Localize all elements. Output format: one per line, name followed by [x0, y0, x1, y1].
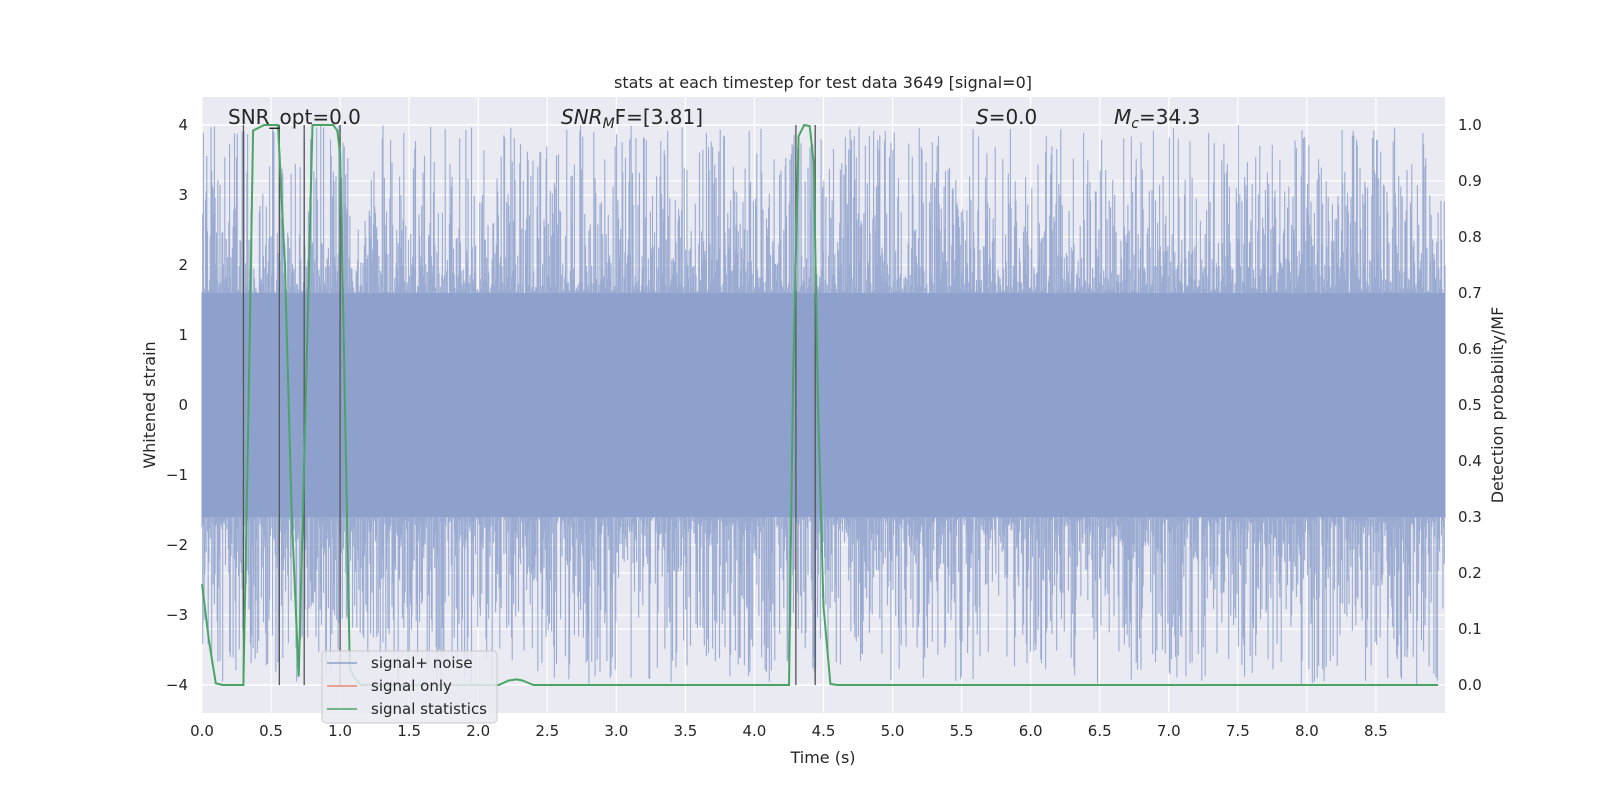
x-tick-label: 3.5	[673, 722, 697, 740]
y-right-tick-label: 0.3	[1458, 508, 1482, 526]
y-right-tick-label: 0.2	[1458, 564, 1482, 582]
y-right-tick-label: 0.0	[1458, 676, 1482, 694]
x-tick-label: 1.5	[397, 722, 421, 740]
x-tick-label: 7.5	[1226, 722, 1250, 740]
y-left-tick-label: 0	[178, 396, 188, 414]
annotation-snr-mf: SNRMF=[3.81]	[561, 105, 703, 132]
legend-label-signal-statistics: signal statistics	[371, 700, 487, 718]
y-left-tick-label: −4	[166, 676, 188, 694]
y-left-tick-labels: −4 −3 −2 −1 0 1 2 3 4	[166, 116, 188, 694]
annotation-snr-opt: SNR_opt=0.0	[228, 105, 361, 129]
legend-label-signal-only: signal only	[371, 677, 452, 695]
y-left-tick-label: 3	[178, 186, 188, 204]
x-tick-label: 7.0	[1157, 722, 1181, 740]
x-tick-label: 1.0	[328, 722, 352, 740]
y-right-tick-labels: 0.0 0.1 0.2 0.3 0.4 0.5 0.6 0.7 0.8 0.9 1.0	[1458, 116, 1482, 694]
y-left-tick-label: −3	[166, 606, 188, 624]
x-tick-labels: 0.0 0.5 1.0 1.5 2.0 2.5 3.0 3.5 4.0 4.5 5.0 5.5 6.0 6…	[190, 722, 1388, 740]
x-tick-label: 6.5	[1088, 722, 1112, 740]
y-left-tick-label: −2	[166, 536, 188, 554]
y-right-tick-label: 1.0	[1458, 116, 1482, 134]
noise-core-band	[202, 293, 1445, 517]
y-right-tick-label: 0.6	[1458, 340, 1482, 358]
x-tick-label: 4.5	[812, 722, 836, 740]
annotation-mc: Mc=34.3	[1114, 105, 1200, 132]
chart-title: stats at each timestep for test data 364…	[614, 73, 1032, 92]
x-tick-label: 6.0	[1019, 722, 1043, 740]
series-signal-noise	[201, 125, 1446, 685]
x-axis-label: Time (s)	[789, 748, 855, 767]
y-right-tick-label: 0.9	[1458, 172, 1482, 190]
y-left-axis-label: Whitened strain	[140, 341, 159, 468]
x-tick-label: 5.0	[881, 722, 905, 740]
x-tick-label: 3.0	[604, 722, 628, 740]
y-right-tick-label: 0.4	[1458, 452, 1482, 470]
annotation-s: S=0.0	[976, 105, 1037, 129]
x-tick-label: 4.0	[743, 722, 767, 740]
x-tick-label: 0.5	[259, 722, 283, 740]
y-right-tick-label: 0.7	[1458, 284, 1482, 302]
legend-label-signal-noise: signal+ noise	[371, 654, 473, 672]
y-right-tick-label: 0.5	[1458, 396, 1482, 414]
x-tick-label: 2.5	[535, 722, 559, 740]
legend-box	[321, 650, 498, 724]
y-right-tick-label: 0.8	[1458, 228, 1482, 246]
x-tick-label: 8.0	[1295, 722, 1319, 740]
x-tick-label: 5.5	[950, 722, 974, 740]
y-left-tick-label: 4	[178, 116, 188, 134]
x-tick-label: 0.0	[190, 722, 214, 740]
y-left-tick-label: −1	[166, 466, 188, 484]
legend: signal+ noise signal only signal statist…	[321, 650, 498, 724]
y-right-tick-label: 0.1	[1458, 620, 1482, 638]
x-tick-label: 2.0	[466, 722, 490, 740]
x-tick-label: 8.5	[1364, 722, 1388, 740]
y-right-axis-label: Detection probability/MF	[1488, 307, 1507, 504]
y-left-tick-label: 2	[178, 256, 188, 274]
y-left-tick-label: 1	[178, 326, 188, 344]
